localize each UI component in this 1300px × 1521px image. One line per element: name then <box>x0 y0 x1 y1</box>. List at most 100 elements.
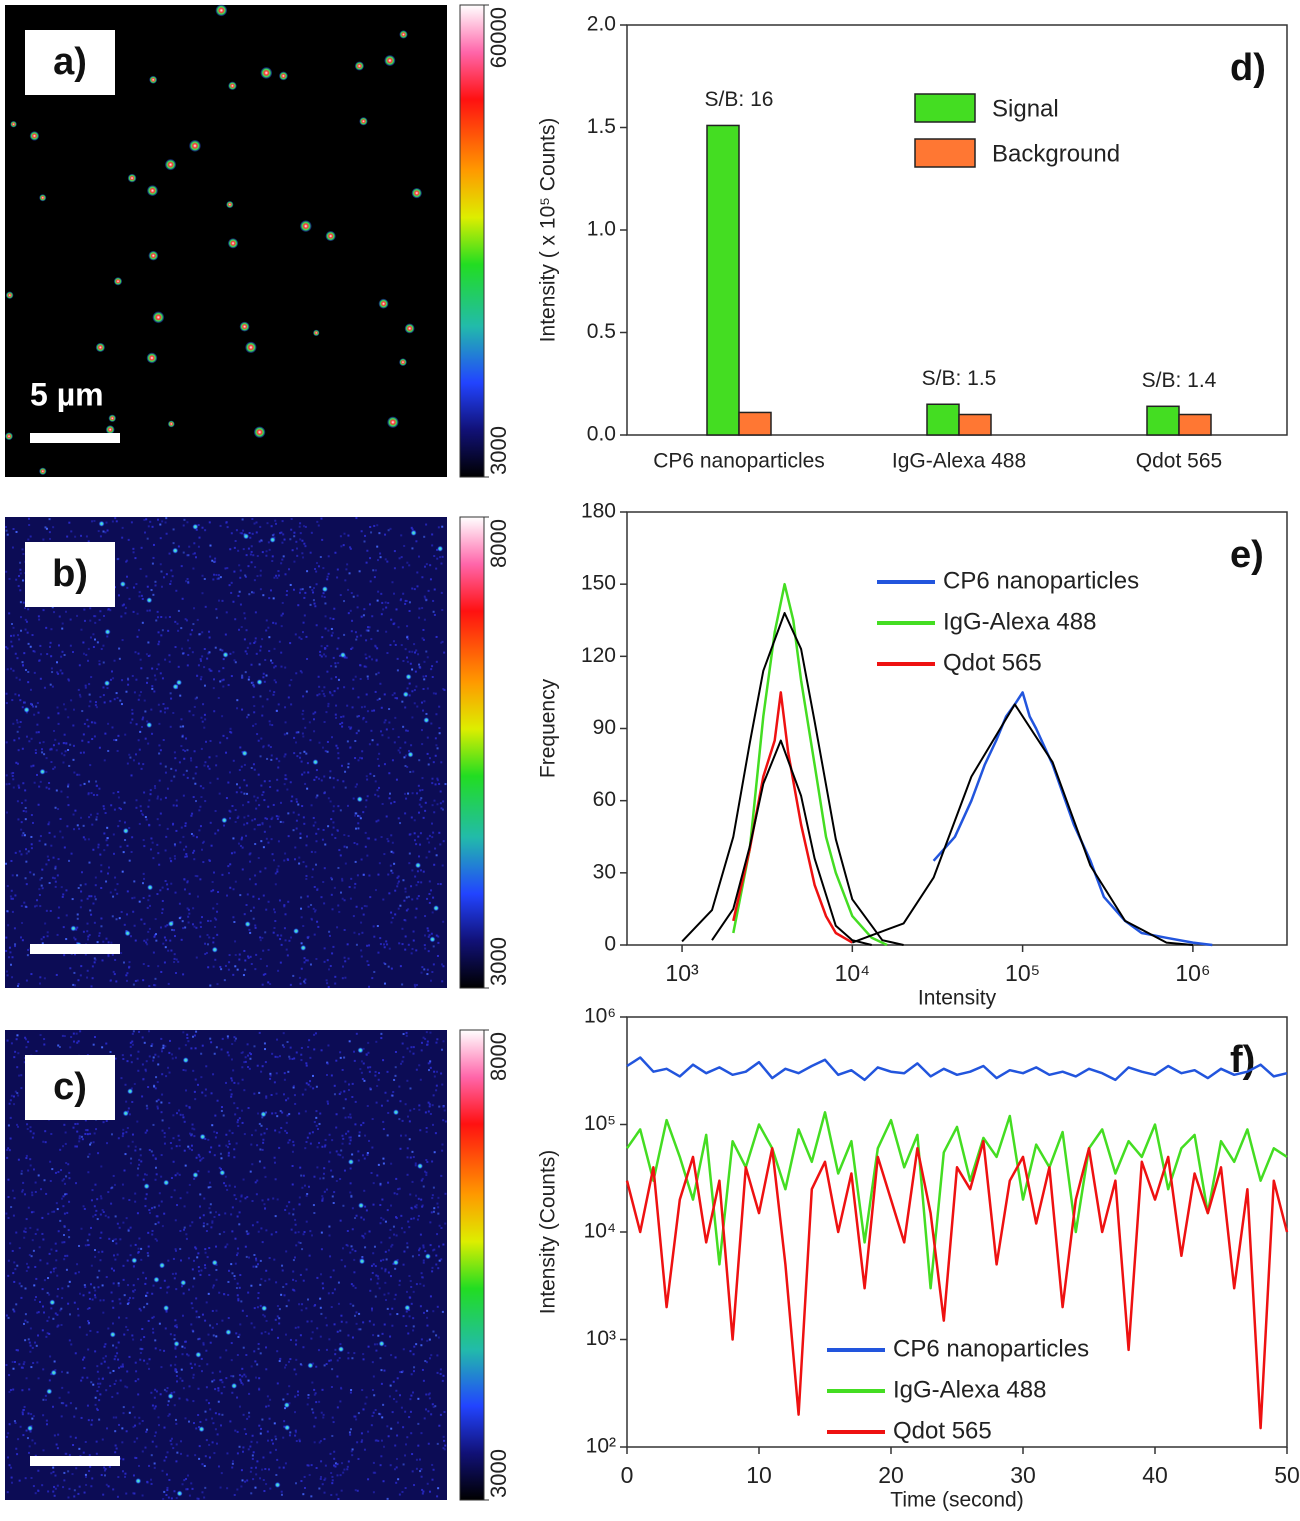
noise-pixel <box>405 797 408 800</box>
noise-pixel <box>421 1276 424 1279</box>
noise-pixel <box>386 943 389 946</box>
noise-pixel <box>115 739 118 742</box>
noise-pixel <box>355 827 358 830</box>
noise-pixel <box>173 961 176 964</box>
noise-pixel <box>106 844 109 847</box>
noise-pixel <box>5 692 8 695</box>
noise-pixel <box>78 1292 81 1295</box>
noise-pixel <box>99 1299 102 1302</box>
noise-pixel <box>380 1382 383 1385</box>
particle <box>293 928 300 935</box>
noise-pixel <box>232 1069 235 1072</box>
noise-pixel <box>336 1375 339 1378</box>
noise-pixel <box>327 985 330 988</box>
noise-pixel <box>301 1248 304 1251</box>
noise-pixel <box>185 769 188 772</box>
noise-pixel <box>226 567 229 570</box>
noise-pixel <box>180 745 183 748</box>
noise-pixel <box>90 913 93 916</box>
noise-pixel <box>30 1477 33 1480</box>
noise-pixel <box>207 765 210 768</box>
noise-pixel <box>428 901 431 904</box>
noise-pixel <box>154 1388 157 1391</box>
noise-pixel <box>144 1282 147 1285</box>
noise-pixel <box>27 681 30 684</box>
noise-pixel <box>112 970 115 973</box>
noise-pixel <box>60 790 63 793</box>
noise-pixel <box>187 1257 190 1260</box>
noise-pixel <box>263 799 266 802</box>
noise-pixel <box>132 547 135 550</box>
noise-pixel <box>280 934 283 937</box>
noise-pixel <box>249 642 252 645</box>
noise-pixel <box>16 1123 19 1126</box>
noise-pixel <box>86 1307 89 1310</box>
noise-pixel <box>273 911 276 914</box>
noise-pixel <box>368 985 371 988</box>
noise-pixel <box>64 750 67 753</box>
noise-pixel <box>326 644 329 647</box>
noise-pixel <box>98 1418 101 1421</box>
noise-pixel <box>136 1057 139 1060</box>
noise-pixel <box>232 759 235 762</box>
noise-pixel <box>339 809 342 812</box>
noise-pixel <box>305 1064 308 1067</box>
noise-pixel <box>33 671 36 674</box>
noise-pixel <box>356 874 359 877</box>
noise-pixel <box>350 1195 353 1198</box>
noise-pixel <box>264 1468 267 1471</box>
noise-pixel <box>177 1109 180 1112</box>
noise-pixel <box>422 1259 425 1262</box>
noise-pixel <box>338 849 341 852</box>
noise-pixel <box>371 615 374 618</box>
noise-pixel <box>328 1225 331 1228</box>
noise-pixel <box>349 1433 352 1436</box>
noise-pixel <box>201 655 204 658</box>
noise-pixel <box>232 651 235 654</box>
noise-pixel <box>341 977 344 980</box>
noise-pixel <box>147 1319 150 1322</box>
noise-pixel <box>125 974 128 977</box>
noise-pixel <box>421 1205 424 1208</box>
noise-pixel <box>150 1482 153 1485</box>
noise-pixel <box>159 1393 162 1396</box>
noise-pixel <box>96 1370 99 1373</box>
noise-pixel <box>374 1295 377 1298</box>
noise-pixel <box>25 848 28 851</box>
noise-pixel <box>331 1434 334 1437</box>
noise-pixel <box>116 1352 119 1355</box>
noise-pixel <box>339 1091 342 1094</box>
noise-pixel <box>351 1153 354 1156</box>
noise-pixel <box>70 530 73 533</box>
noise-pixel <box>5 525 8 528</box>
noise-pixel <box>61 1287 64 1290</box>
particle <box>300 220 312 232</box>
noise-pixel <box>88 895 91 898</box>
noise-pixel <box>120 703 123 706</box>
particle <box>325 231 336 242</box>
noise-pixel <box>245 904 248 907</box>
noise-pixel <box>264 867 267 870</box>
noise-pixel <box>325 1363 328 1366</box>
noise-pixel <box>280 531 283 534</box>
noise-pixel <box>262 791 265 794</box>
noise-pixel <box>262 1313 265 1316</box>
noise-pixel <box>153 1206 156 1209</box>
noise-pixel <box>32 705 35 708</box>
noise-pixel <box>330 1306 333 1309</box>
noise-pixel <box>268 1257 271 1260</box>
noise-pixel <box>299 1241 302 1244</box>
noise-pixel <box>115 692 118 695</box>
noise-pixel <box>339 723 342 726</box>
noise-pixel <box>177 665 180 668</box>
noise-pixel <box>336 687 339 690</box>
noise-pixel <box>170 949 173 952</box>
noise-pixel <box>98 934 101 937</box>
noise-pixel <box>390 967 393 970</box>
noise-pixel <box>443 1109 446 1112</box>
noise-pixel <box>202 1341 205 1344</box>
noise-pixel <box>62 926 65 929</box>
noise-pixel <box>140 1338 143 1341</box>
noise-pixel <box>348 1136 351 1139</box>
noise-pixel <box>250 962 253 965</box>
